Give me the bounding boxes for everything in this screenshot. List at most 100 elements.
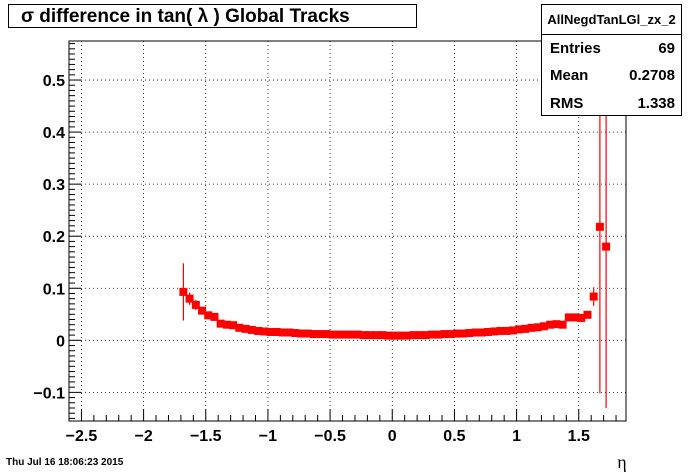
data-point	[365, 331, 374, 340]
data-point	[297, 329, 306, 338]
data-point	[459, 329, 468, 338]
chart-title: σ difference in tan( λ ) Global Tracks	[21, 6, 350, 27]
data-point	[309, 330, 318, 339]
x-tick-label: −1	[259, 428, 277, 445]
data-point	[390, 331, 399, 340]
data-point	[483, 327, 492, 336]
data-point	[428, 330, 437, 339]
stats-histogram-name: AllNegdTanLGl_zx_2	[542, 5, 681, 35]
data-point	[334, 330, 343, 339]
data-point	[452, 329, 461, 338]
data-point	[508, 326, 517, 335]
stats-box: AllNegdTanLGl_zx_2 Entries 69 Mean 0.270…	[541, 4, 682, 116]
data-point	[235, 323, 244, 332]
data-point	[322, 330, 331, 339]
data-point	[577, 313, 586, 322]
data-point	[303, 329, 312, 338]
data-point	[602, 242, 611, 251]
data-point	[347, 330, 356, 339]
data-point	[564, 313, 573, 322]
data-point	[316, 330, 325, 339]
data-point	[409, 331, 418, 340]
y-tick-label: 0.3	[43, 177, 65, 194]
data-point	[210, 312, 219, 321]
footer-timestamp: Thu Jul 16 18:06:23 2015	[6, 457, 124, 468]
data-point	[521, 324, 530, 333]
stats-mean-label: Mean	[550, 67, 589, 84]
x-tick-label: −2.5	[66, 428, 98, 445]
x-tick-label: 0.5	[443, 428, 465, 445]
stats-entries-value: 69	[658, 40, 675, 57]
data-point	[515, 325, 524, 334]
data-point	[341, 330, 350, 339]
stats-entries-row: Entries 69	[550, 40, 675, 64]
data-point	[496, 326, 505, 335]
grid-lines	[69, 41, 626, 421]
data-point	[571, 313, 580, 322]
data-point	[546, 320, 555, 329]
stats-mean-value: 0.2708	[629, 67, 675, 84]
data-point	[477, 328, 486, 337]
data-point	[285, 328, 294, 337]
axis-ticks	[68, 43, 617, 421]
data-point	[589, 292, 598, 301]
data-point	[434, 330, 443, 339]
data-point	[241, 324, 250, 333]
y-tick-label: 0.5	[43, 73, 65, 90]
data-point	[204, 311, 213, 320]
tick-labels: −2.5 −2 −1.5 −1 −0.5 0 0.5 1 1.5 −0.1 0 0.1 0.2 0.3 0.…	[33, 73, 590, 445]
x-tick-label: 1	[512, 428, 521, 445]
data-point	[471, 328, 480, 337]
data-point	[502, 326, 511, 335]
data-point	[421, 331, 430, 340]
data-point	[198, 306, 207, 315]
stats-rms-row: RMS 1.338	[550, 95, 675, 119]
data-point	[403, 331, 412, 340]
data-point	[396, 331, 405, 340]
data-point	[266, 327, 275, 336]
x-tick-label: 1.5	[568, 428, 590, 445]
x-axis-label: η	[617, 452, 626, 472]
data-point	[372, 331, 381, 340]
data-point	[359, 331, 368, 340]
data-markers	[179, 222, 611, 340]
data-point	[191, 300, 200, 309]
data-point	[328, 330, 337, 339]
data-point	[533, 323, 542, 332]
data-point	[260, 327, 269, 336]
data-point	[440, 330, 449, 339]
data-point	[583, 310, 592, 319]
x-tick-label: 0	[388, 428, 397, 445]
x-tick-label: −2	[134, 428, 152, 445]
data-point	[291, 329, 300, 338]
chart-title-box: σ difference in tan( λ ) Global Tracks	[8, 4, 417, 28]
x-tick-label: −1.5	[190, 428, 222, 445]
data-point	[253, 326, 262, 335]
stats-rms-label: RMS	[550, 95, 584, 112]
data-point	[278, 328, 287, 337]
data-point	[527, 323, 536, 332]
data-point	[539, 322, 548, 331]
data-point	[446, 330, 455, 339]
data-point	[378, 331, 387, 340]
data-point	[384, 331, 393, 340]
y-tick-label: −0.1	[33, 385, 65, 402]
data-point	[490, 327, 499, 336]
data-point	[272, 327, 281, 336]
data-point	[465, 329, 474, 338]
stats-entries-label: Entries	[550, 40, 601, 57]
data-point	[558, 320, 567, 329]
data-point	[179, 287, 188, 296]
data-point	[247, 325, 256, 334]
y-tick-label: 0.4	[43, 125, 65, 142]
data-point	[415, 331, 424, 340]
data-point	[185, 294, 194, 303]
data-point	[229, 321, 238, 330]
stats-rms-value: 1.338	[637, 95, 675, 112]
y-tick-label: 0.1	[43, 281, 65, 298]
data-point	[353, 330, 362, 339]
data-point	[216, 319, 225, 328]
data-point	[552, 320, 561, 329]
data-point	[595, 222, 604, 231]
x-tick-label: −0.5	[314, 428, 346, 445]
